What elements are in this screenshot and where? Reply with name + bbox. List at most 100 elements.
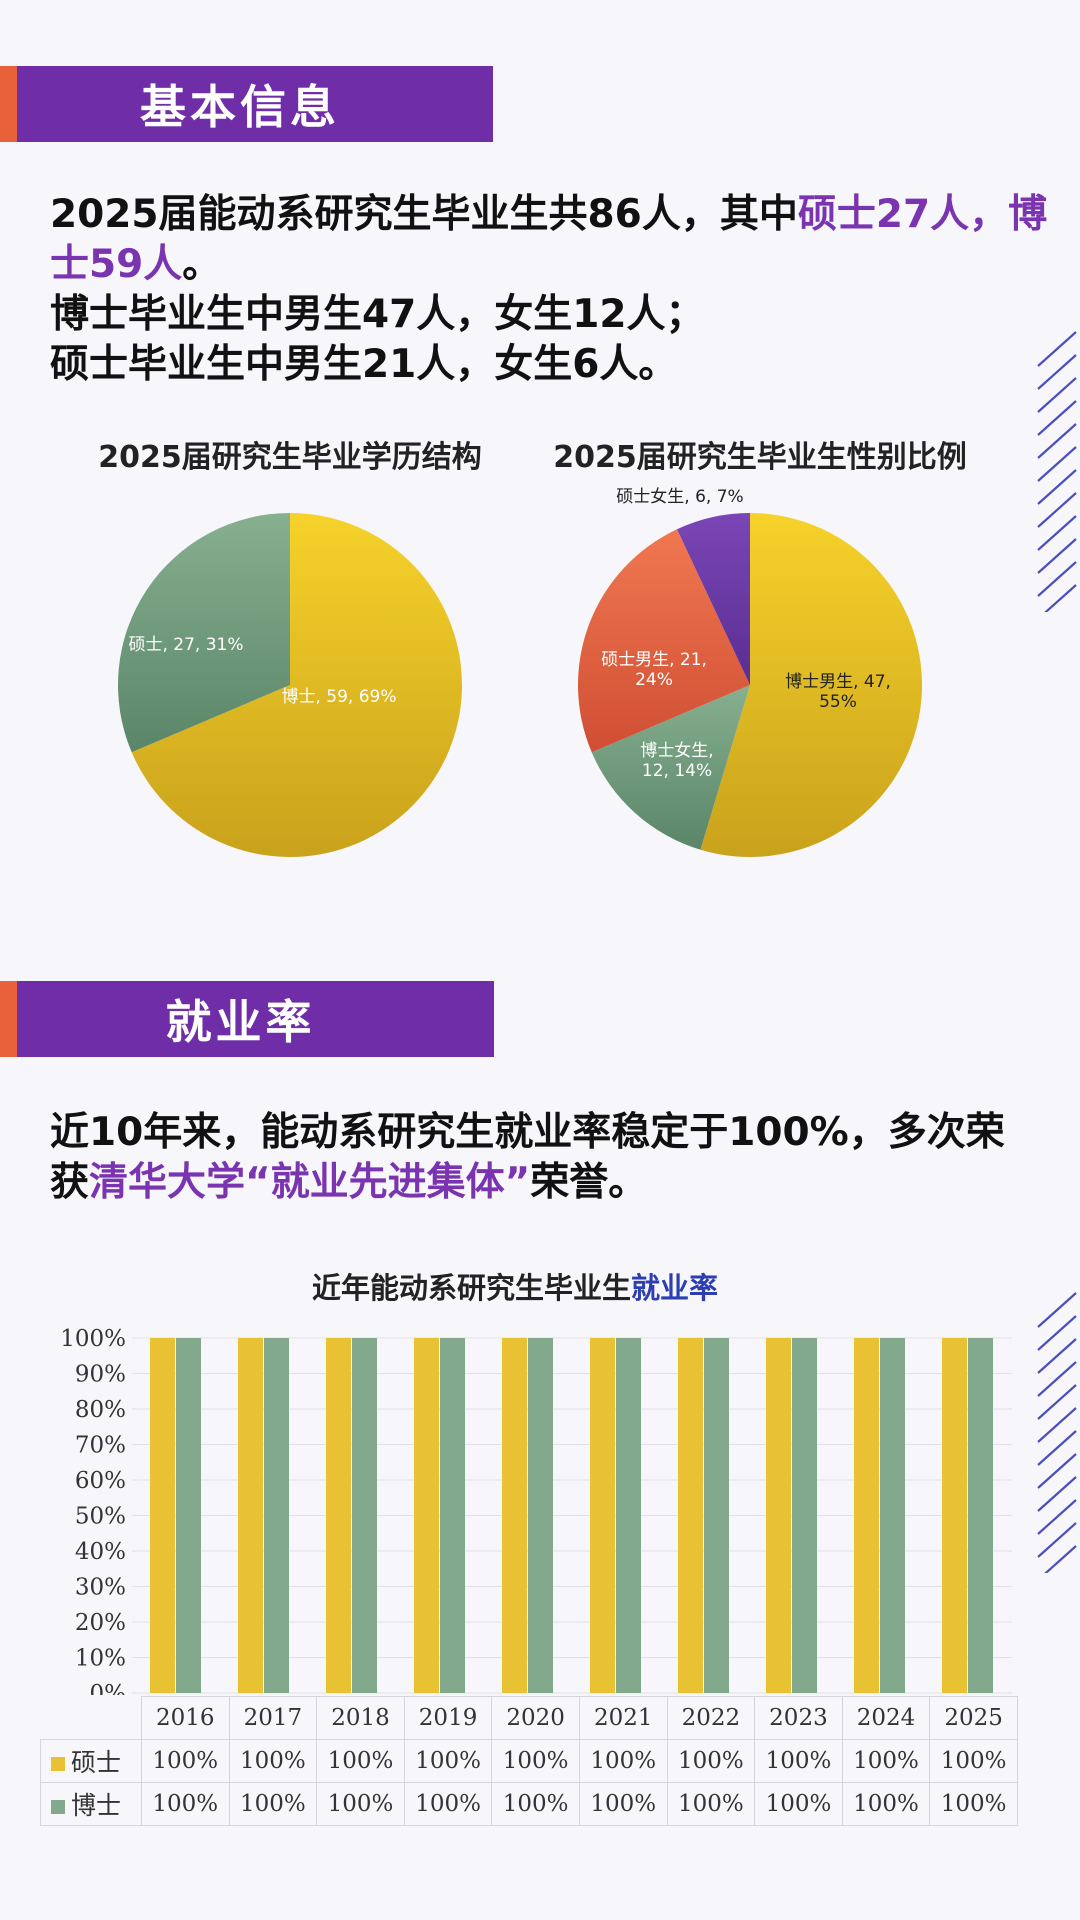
data-label: 100% bbox=[841, 1739, 931, 1783]
intro-line-2: 博士毕业生中男生47人，女生12人； bbox=[50, 292, 705, 337]
data-label: 100% bbox=[316, 1782, 405, 1826]
y-tick-label: 100% bbox=[60, 1326, 126, 1352]
pie-chart-gender: 博士男生, 47, 55% 博士女生, 12, 14% 硕士男生, 21, 24% 硕士女生… bbox=[578, 487, 922, 857]
legend-entry: 博士 bbox=[40, 1782, 142, 1826]
section-banner-basic-info: 基本信息 bbox=[0, 66, 493, 142]
banner-accent bbox=[0, 66, 17, 142]
data-label: 100% bbox=[841, 1782, 931, 1826]
data-label: 100% bbox=[666, 1739, 756, 1783]
data-label: 100% bbox=[316, 1739, 405, 1783]
bar-博士-2021 bbox=[616, 1338, 641, 1693]
legend-label: 博士 bbox=[71, 1791, 122, 1820]
pie1-title: 2025届研究生毕业学历结构 bbox=[98, 440, 482, 475]
table-header-row: 2016 2017 2018 2019 2020 2021 2022 2023 2024 2025 bbox=[40, 1696, 1018, 1740]
employment-highlight: 清华大学“就业先进集体” bbox=[89, 1160, 531, 1205]
bar-硕士-2025 bbox=[942, 1338, 967, 1693]
section-title-employment: 就业率 bbox=[17, 981, 494, 1057]
pie-slice-1 bbox=[700, 513, 922, 857]
bar-博士-2022 bbox=[704, 1338, 729, 1693]
hatch-line bbox=[1037, 1407, 1077, 1443]
bar-硕士-2021 bbox=[590, 1338, 615, 1693]
pie-slice-3 bbox=[578, 529, 750, 753]
y-tick-label: 80% bbox=[75, 1397, 126, 1423]
bar-硕士-2018 bbox=[326, 1338, 351, 1693]
hatch-line bbox=[1037, 1430, 1077, 1466]
bar-博士-2023 bbox=[792, 1338, 817, 1693]
bar-chart-title: 近年能动系研究生毕业生就业率 bbox=[200, 1265, 830, 1307]
hatch-line bbox=[1037, 469, 1077, 505]
x-tick-label: 2025 bbox=[929, 1696, 1018, 1740]
x-tick-label: 2019 bbox=[403, 1696, 493, 1740]
legend-swatch bbox=[51, 1800, 65, 1814]
employment-data-table: 2016 2017 2018 2019 2020 2021 2022 2023 2024 2025… bbox=[40, 1696, 1018, 1826]
x-tick-label: 2022 bbox=[666, 1696, 756, 1740]
x-tick-label: 2024 bbox=[841, 1696, 931, 1740]
x-tick-label: 2017 bbox=[228, 1696, 318, 1740]
pie-label: 博士, 59, 69% bbox=[281, 687, 396, 707]
employment-text: 近10年来，能动系研究生就业率稳定于100%，多次荣获 bbox=[50, 1110, 1005, 1205]
y-tick-label: 40% bbox=[75, 1539, 126, 1565]
data-label: 100% bbox=[403, 1782, 493, 1826]
data-label: 100% bbox=[228, 1782, 318, 1826]
bar-硕士-2016 bbox=[150, 1338, 175, 1693]
intro-text-end: 。 bbox=[182, 242, 222, 287]
y-tick-label: 0% bbox=[90, 1681, 127, 1695]
pie-slice-4 bbox=[676, 513, 750, 685]
bar-博士-2025 bbox=[968, 1338, 993, 1693]
bar-博士-2024 bbox=[880, 1338, 905, 1693]
hatch-line bbox=[1037, 354, 1077, 390]
section-banner-employment: 就业率 bbox=[0, 981, 494, 1057]
bar-博士-2019 bbox=[440, 1338, 465, 1693]
legend-entry: 硕士 bbox=[40, 1739, 142, 1783]
hatch-line bbox=[1037, 1361, 1077, 1397]
pie-label: 硕士女生, 6, 7% bbox=[616, 487, 743, 507]
y-tick-label: 20% bbox=[75, 1610, 126, 1636]
data-label: 100% bbox=[666, 1782, 756, 1826]
data-label: 100% bbox=[929, 1782, 1018, 1826]
data-label: 100% bbox=[228, 1739, 318, 1783]
table-row: 硕士 100% 100% 100% 100% 100% 100% 100% 100% 100% 10… bbox=[40, 1739, 1018, 1783]
table-row: 博士 100% 100% 100% 100% 100% 100% 100% 100% 100% 10… bbox=[40, 1782, 1018, 1826]
bar-title-highlight: 就业率 bbox=[631, 1271, 719, 1305]
pie-slice-2 bbox=[591, 685, 750, 850]
pie-label: 博士女生, 12, 14% bbox=[640, 741, 713, 781]
intro-highlight: 硕士27人，博士59人 bbox=[50, 192, 1048, 287]
bar-博士-2017 bbox=[264, 1338, 289, 1693]
bar-硕士-2023 bbox=[766, 1338, 791, 1693]
pie-label: 硕士男生, 21, 24% bbox=[601, 650, 707, 690]
data-label: 100% bbox=[929, 1739, 1018, 1783]
bar-硕士-2022 bbox=[678, 1338, 703, 1693]
data-label: 100% bbox=[754, 1782, 843, 1826]
y-tick-label: 70% bbox=[75, 1433, 126, 1459]
bar-硕士-2019 bbox=[414, 1338, 439, 1693]
pie-chart-education: 博士, 59, 69% 硕士, 27, 31% bbox=[117, 513, 463, 857]
pie-slice-2 bbox=[117, 513, 290, 753]
hatch-line bbox=[1037, 331, 1077, 367]
y-tick-label: 30% bbox=[75, 1575, 126, 1601]
data-label: 100% bbox=[403, 1739, 493, 1783]
hatch-line bbox=[1037, 1384, 1077, 1420]
legend-label: 硕士 bbox=[71, 1748, 122, 1777]
pie-label: 硕士, 27, 31% bbox=[128, 635, 243, 655]
intro-text: 2025届能动系研究生毕业生共86人，其中 bbox=[50, 192, 798, 237]
hatch-line bbox=[1037, 1292, 1077, 1328]
intro-paragraph: 2025届能动系研究生毕业生共86人，其中硕士27人，博士59人。 博士毕业生中… bbox=[50, 190, 1050, 390]
bar-硕士-2024 bbox=[854, 1338, 879, 1693]
y-tick-label: 60% bbox=[75, 1468, 126, 1494]
hatch-line bbox=[1037, 561, 1077, 597]
bar-博士-2016 bbox=[176, 1338, 201, 1693]
hatch-line bbox=[1037, 446, 1077, 482]
intro-line-3: 硕士毕业生中男生21人，女生6人。 bbox=[50, 342, 678, 387]
pie-label: 博士男生, 47, 55% bbox=[785, 672, 891, 712]
pie2-title: 2025届研究生毕业生性别比例 bbox=[553, 440, 967, 475]
x-tick-label: 2018 bbox=[316, 1696, 405, 1740]
x-tick-label: 2023 bbox=[754, 1696, 843, 1740]
data-label: 100% bbox=[141, 1782, 230, 1826]
hatch-line bbox=[1037, 515, 1077, 551]
x-tick-label: 2016 bbox=[141, 1696, 230, 1740]
y-tick-label: 10% bbox=[75, 1646, 126, 1672]
bar-硕士-2020 bbox=[502, 1338, 527, 1693]
legend-swatch bbox=[51, 1757, 65, 1771]
hatch-line bbox=[1044, 1545, 1077, 1573]
bar-硕士-2017 bbox=[238, 1338, 263, 1693]
